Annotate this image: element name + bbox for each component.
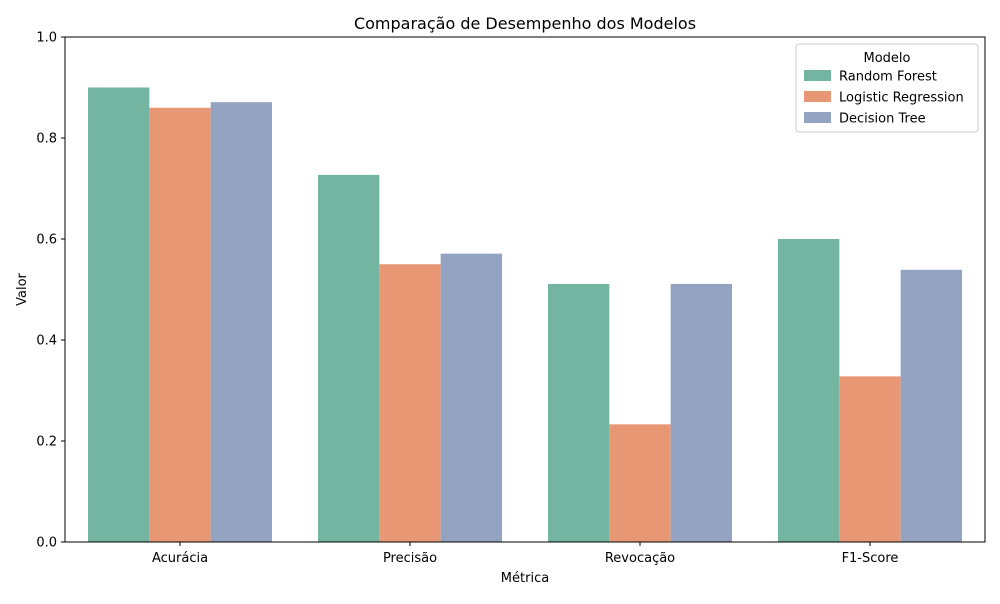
- chart-title: Comparação de Desempenho dos Modelos: [354, 14, 696, 33]
- x-tick-label: F1-Score: [842, 551, 899, 566]
- bar: [778, 239, 840, 542]
- x-tick-label: Revocação: [605, 551, 675, 566]
- bar: [88, 87, 150, 542]
- legend-box: [795, 43, 979, 133]
- legend-label: Random Forest: [839, 70, 937, 85]
- bar: [609, 424, 671, 542]
- x-axis-label: Métrica: [501, 571, 549, 586]
- legend-label: Decision Tree: [839, 112, 926, 127]
- legend-entries: Random Forest Logistic Regression Decision…: [804, 70, 964, 127]
- bar: [440, 253, 502, 542]
- bar: [900, 269, 962, 542]
- y-tick-label: 1.0: [36, 31, 57, 46]
- bar: [318, 174, 380, 543]
- bar: [839, 376, 901, 542]
- legend-swatch: [804, 91, 831, 102]
- y-tick-label: 0.0: [36, 536, 57, 551]
- bar: [670, 283, 732, 542]
- y-axis: 0.0 0.2 0.4 0.6 0.8 1.0: [36, 31, 65, 551]
- y-tick-label: 0.2: [36, 435, 57, 450]
- x-tick-label: Precisão: [383, 551, 437, 566]
- bar: [548, 283, 610, 542]
- legend-title: Modelo: [864, 51, 911, 66]
- legend: Modelo Random Forest Logistic Regression D…: [795, 43, 979, 133]
- x-tick-label: Acurácia: [152, 551, 208, 566]
- legend-swatch: [804, 70, 831, 81]
- bar: [379, 264, 441, 542]
- legend-label: Logistic Regression: [839, 91, 964, 106]
- y-tick-label: 0.4: [36, 334, 57, 349]
- bar: [149, 107, 211, 542]
- x-axis: Acurácia Precisão Revocação F1-Score: [152, 542, 898, 566]
- bar: [210, 102, 272, 543]
- bars-layer: [88, 87, 962, 543]
- legend-swatch: [804, 112, 831, 123]
- y-tick-label: 0.6: [36, 233, 57, 248]
- y-tick-label: 0.8: [36, 132, 57, 147]
- y-axis-label: Valor: [15, 272, 30, 305]
- plot-frame: [64, 36, 986, 543]
